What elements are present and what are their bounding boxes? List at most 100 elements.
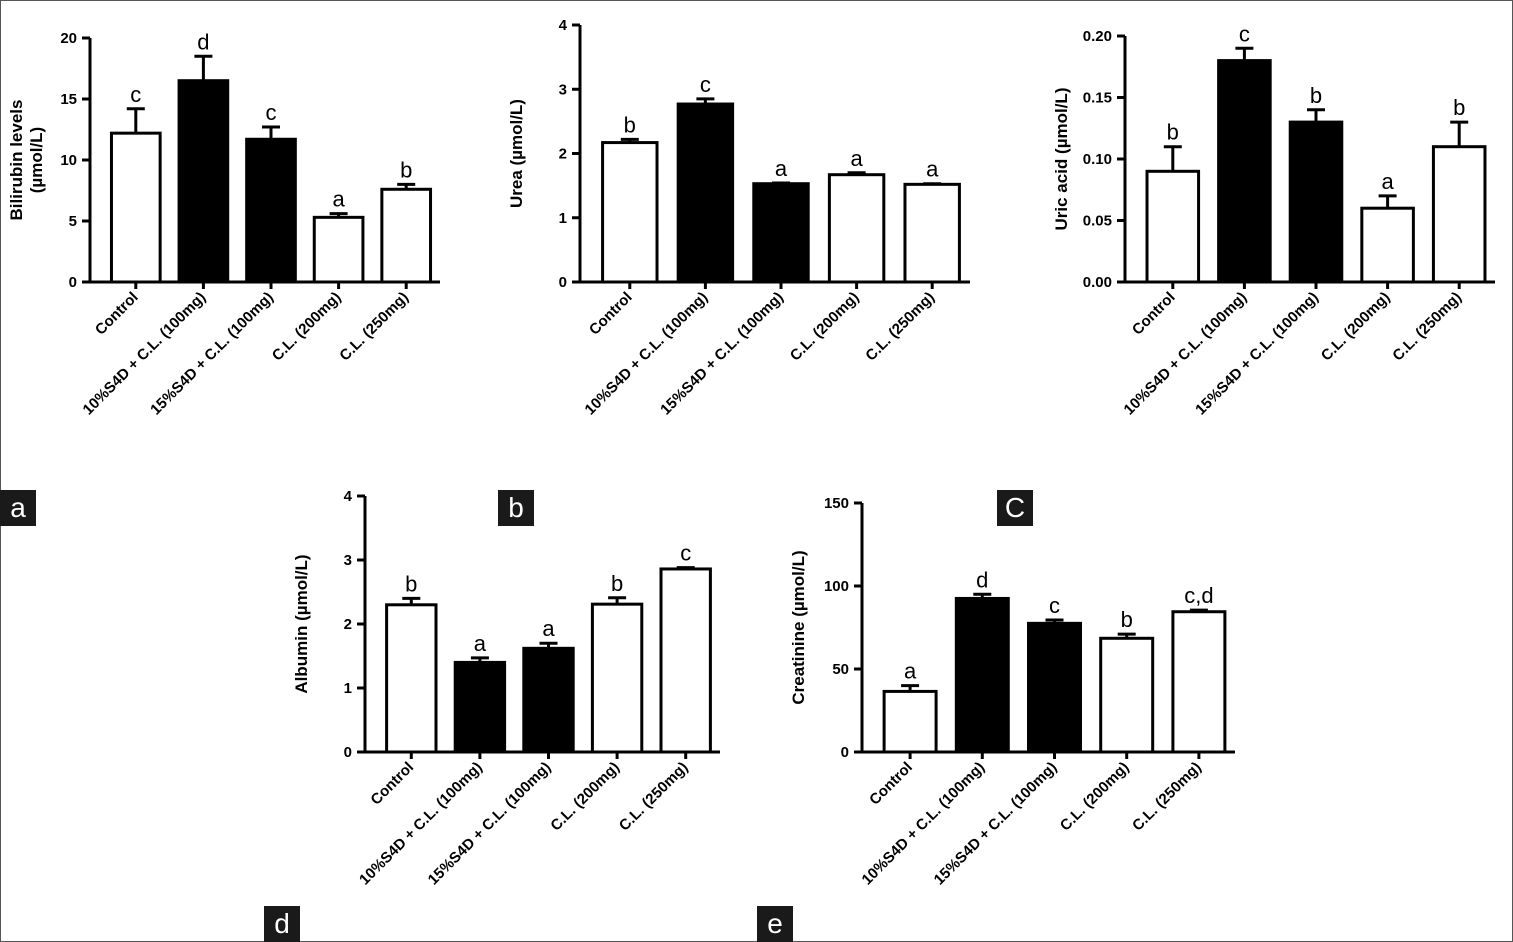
panel-e-bar	[1099, 636, 1155, 754]
panel-c-category-label: Control	[1129, 289, 1179, 339]
panel-e-bar	[1171, 610, 1227, 754]
panel-c-category-label: 15%S4D + C.L. (100mg)	[1192, 289, 1322, 419]
panel-e-significance-label: c,d	[1184, 583, 1213, 608]
panel-d-category-label: 15%S4D + C.L. (100mg)	[425, 759, 555, 889]
panel-c-y-tick-label: 0.15	[1083, 90, 1112, 107]
panel-e-y-tick-label: 100	[824, 578, 849, 595]
panel-d-y-axis-label: Albumin (µmol/L)	[292, 554, 311, 693]
panel-e-y-tick-label: 0	[841, 744, 849, 761]
panel-e-significance-label: b	[1121, 607, 1133, 632]
panel-b-category-label: 15%S4D + C.L. (100mg)	[657, 289, 787, 419]
panel-b-y-tick-label: 1	[559, 210, 567, 227]
panel-d-category-label: 10%S4D + C.L. (100mg)	[356, 759, 486, 889]
panel-d-category-label: C.L. (250mg)	[616, 759, 692, 835]
panel-d-y-tick-label: 4	[344, 488, 353, 505]
panel-label-d: d	[264, 906, 300, 942]
panel-e-y-tick-label: 150	[824, 495, 849, 512]
panel-a-bar	[177, 79, 230, 284]
panel-c-y-axis-label: Uric acid (µmol/L)	[1052, 88, 1071, 231]
panel-a-y-tick-label: 5	[69, 213, 77, 230]
panel-b-bar	[601, 141, 659, 284]
panel-d-y-tick-label: 3	[344, 552, 352, 569]
panel-a-y-axis-label: (µmol/L)	[27, 127, 46, 193]
panel-a-category-label: 10%S4D + C.L. (100mg)	[80, 289, 210, 419]
panel-a-significance-label: d	[197, 29, 209, 54]
panel-label-c: C	[997, 490, 1033, 526]
panel-b-y-tick-label: 2	[559, 146, 567, 163]
panel-c-significance-label: a	[1381, 169, 1394, 194]
panel-d-significance-label: b	[611, 571, 623, 596]
panel-d-significance-label: c	[680, 541, 691, 566]
panel-d-significance-label: b	[405, 571, 417, 596]
panel-c-bar	[1217, 59, 1272, 284]
panel-d-significance-label: a	[474, 631, 487, 656]
panel-c-significance-label: c	[1239, 21, 1250, 46]
panel-c-bar	[1145, 169, 1201, 284]
panel-a-significance-label: c	[266, 100, 277, 125]
panel-e-bar	[1027, 621, 1082, 754]
panel-label-a: a	[0, 490, 36, 526]
panel-e-bar	[882, 689, 938, 754]
panel-e-significance-label: c	[1049, 593, 1060, 618]
panel-b-category-label: Control	[586, 289, 636, 339]
panel-c-y-tick-label: 0.05	[1083, 213, 1112, 230]
panel-e-bar	[954, 596, 1010, 754]
panel-e-significance-label: a	[904, 659, 917, 684]
panel-c-significance-label: b	[1310, 83, 1322, 108]
panel-d-bar	[385, 603, 438, 754]
panel-c-category-label: 10%S4D + C.L. (100mg)	[1121, 289, 1251, 419]
panel-e-category-label: C.L. (200mg)	[1057, 759, 1133, 835]
panel-c-bar	[1288, 120, 1344, 284]
panel-c-y-tick-label: 0.10	[1083, 151, 1112, 168]
panel-d-bar	[590, 602, 644, 754]
panel-e-y-tick-label: 50	[832, 661, 849, 678]
panel-a-bar	[380, 187, 433, 284]
panel-e-y-axis-label: Creatinine (µmol/L)	[789, 550, 808, 704]
panel-label-e: e	[757, 906, 793, 942]
panel-b-bar	[903, 182, 961, 284]
panel-e-category-label: 15%S4D + C.L. (100mg)	[931, 759, 1061, 889]
panel-b-bar	[676, 102, 735, 284]
panel-b-bar	[827, 173, 886, 284]
panel-c-significance-label: b	[1453, 95, 1465, 120]
panel-b-significance-label: a	[775, 156, 788, 181]
panel-b-significance-label: b	[624, 112, 636, 137]
panel-a-significance-label: b	[400, 157, 412, 182]
panel-e-significance-label: d	[976, 567, 988, 592]
panel-d-significance-label: a	[542, 616, 555, 641]
panel-d-category-label: Control	[367, 759, 417, 809]
panel-b-y-tick-label: 4	[559, 17, 568, 34]
panel-d-y-tick-label: 0	[344, 744, 352, 761]
panel-c-category-label: C.L. (250mg)	[1389, 289, 1465, 365]
panel-c-bar	[1431, 145, 1487, 284]
panel-a-y-tick-label: 10	[60, 152, 77, 169]
panel-c-category-label: C.L. (200mg)	[1318, 289, 1394, 365]
panel-d-y-tick-label: 1	[344, 680, 352, 697]
panel-c-significance-label: b	[1167, 120, 1179, 145]
panel-b-significance-label: c	[700, 72, 711, 97]
panel-e-category-label: 10%S4D + C.L. (100mg)	[859, 759, 989, 889]
panel-a-significance-label: c	[130, 82, 141, 107]
panel-c-bar	[1360, 206, 1415, 284]
panel-b-category-label: C.L. (200mg)	[787, 289, 863, 365]
panel-b-category-label: 10%S4D + C.L. (100mg)	[582, 289, 712, 419]
panel-a-bar	[312, 215, 365, 284]
panel-d-bar	[522, 646, 575, 754]
panel-a-y-tick-label: 20	[60, 30, 77, 47]
panel-d-y-tick-label: 2	[344, 616, 352, 633]
panel-d-category-label: C.L. (200mg)	[547, 759, 623, 835]
panel-a-y-axis-label: Bilirubin levels	[7, 100, 26, 221]
panel-a-category-label: 15%S4D + C.L. (100mg)	[147, 289, 277, 419]
panel-d-bar	[659, 567, 712, 754]
panel-b-y-tick-label: 3	[559, 81, 567, 98]
panel-d-bar	[453, 660, 507, 754]
panel-b-significance-label: a	[926, 157, 939, 182]
panel-a-significance-label: a	[332, 187, 345, 212]
panel-c-y-tick-label: 0.00	[1083, 274, 1112, 291]
panel-b-y-axis-label: Urea (µmol/L)	[507, 99, 526, 208]
panel-c-y-tick-label: 0.20	[1083, 28, 1112, 45]
panel-e-category-label: C.L. (250mg)	[1129, 759, 1205, 835]
panel-a-category-label: C.L. (200mg)	[269, 289, 345, 365]
panel-a-bar	[109, 131, 162, 284]
